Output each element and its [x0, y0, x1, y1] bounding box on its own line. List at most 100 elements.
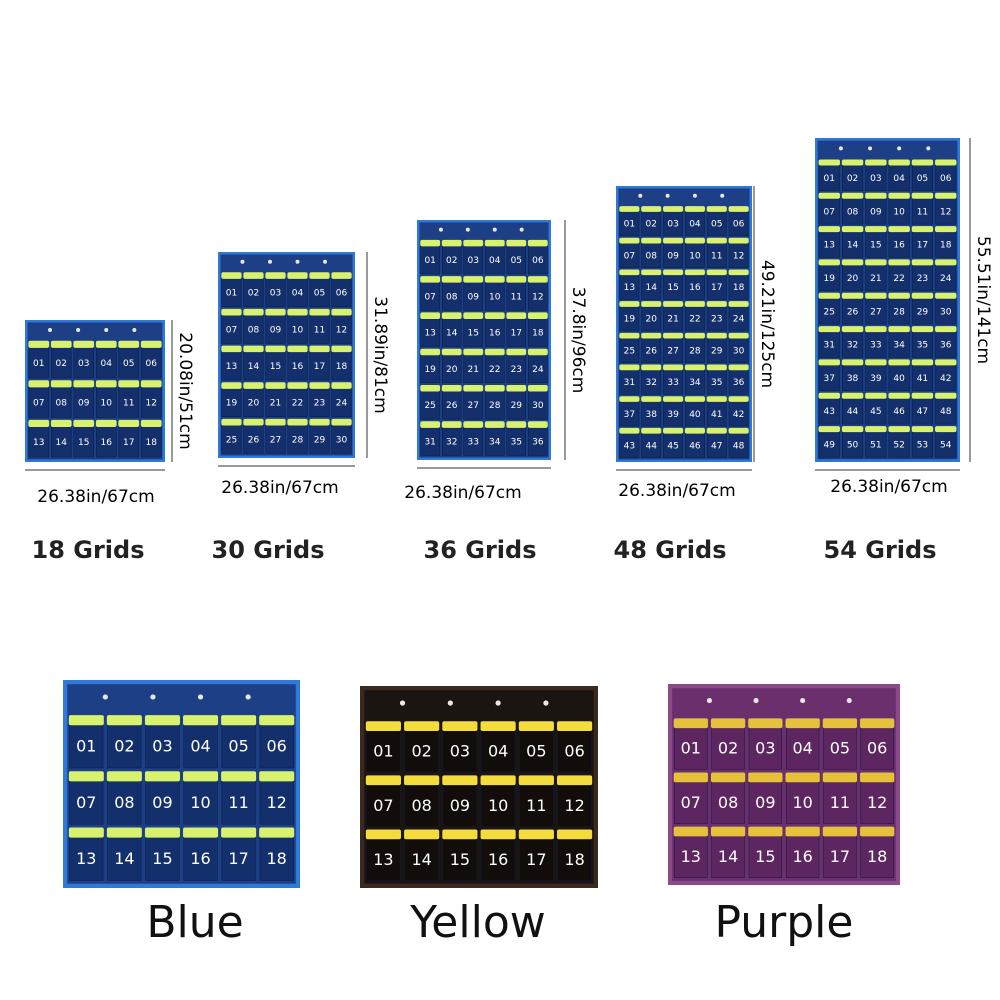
pocket-trim — [888, 259, 910, 266]
pocket-trim — [684, 396, 705, 402]
pocket-trim — [365, 829, 401, 840]
pocket-trim — [106, 827, 142, 838]
grommet — [102, 694, 108, 700]
pocket — [107, 834, 142, 881]
pocket-trim — [865, 192, 887, 199]
pocket-number: 03 — [450, 742, 470, 761]
pocket-trim — [118, 340, 140, 348]
grommet — [197, 694, 204, 700]
pocket-trim — [865, 292, 887, 299]
pocket-number: 15 — [870, 241, 881, 251]
pocket-trim — [728, 269, 749, 276]
pocket-trim — [420, 276, 441, 283]
pocket-number: 48 — [940, 407, 952, 417]
pocket-trim — [441, 312, 462, 319]
pocket-number: 10 — [101, 398, 113, 408]
pocket-number: 28 — [893, 307, 905, 317]
pocket-number: 18 — [733, 283, 745, 293]
pocket-trim — [785, 826, 820, 837]
pocket-trim — [221, 418, 242, 426]
pocket-number: 04 — [190, 737, 210, 756]
pocket-trim — [785, 772, 820, 783]
pocket-trim — [287, 308, 308, 316]
pocket-number: 04 — [689, 220, 701, 230]
pocket — [557, 727, 592, 773]
pocket-trim — [663, 301, 684, 307]
pocket-trim — [673, 826, 708, 837]
pocket — [860, 832, 894, 878]
pocket — [259, 777, 294, 825]
pocket-number: 07 — [424, 292, 435, 302]
pocket-number: 11 — [228, 793, 248, 812]
pocket-number: 16 — [689, 283, 701, 293]
pocket-trim — [287, 345, 308, 353]
pocket-trim — [822, 772, 858, 783]
pocket-trim — [822, 826, 858, 837]
pocket — [860, 778, 894, 824]
pocket-number: 18 — [867, 847, 887, 866]
pocket-number: 38 — [847, 374, 859, 384]
pocket-trim — [911, 326, 934, 333]
pocket-trim — [818, 326, 840, 333]
pocket-trim — [404, 775, 440, 786]
pocket-trim — [888, 326, 910, 333]
pocket-trim — [144, 715, 180, 726]
pocket — [823, 724, 857, 770]
pocket-number: 25 — [624, 346, 635, 356]
pocket-trim — [420, 239, 441, 247]
pocket-trim — [663, 427, 684, 434]
pocket — [145, 777, 180, 825]
pocket-trim — [527, 239, 548, 247]
pocket-trim — [95, 380, 117, 388]
pocket-trim — [420, 312, 441, 319]
panel-body — [27, 322, 163, 460]
pocket-number: 09 — [468, 292, 480, 302]
pocket-trim — [841, 326, 864, 333]
grommet — [295, 259, 300, 264]
pocket-number: 23 — [511, 365, 522, 375]
pocket-trim — [404, 721, 440, 731]
pocket-trim — [641, 237, 662, 244]
pocket-number: 47 — [917, 407, 928, 417]
pocket-number: 52 — [893, 441, 904, 451]
pocket-number: 13 — [373, 850, 393, 869]
pocket-number: 18 — [267, 849, 287, 868]
pocket-number: 12 — [146, 398, 157, 408]
pocket-trim — [728, 332, 749, 339]
width-label: 26.38in/67cm — [618, 481, 735, 501]
pocket-number: 31 — [424, 437, 435, 447]
pocket-number: 11 — [123, 398, 134, 408]
pocket-trim — [663, 269, 684, 276]
pocket-trim — [865, 359, 887, 366]
grommet — [399, 700, 406, 706]
pocket-number: 21 — [468, 365, 479, 375]
pocket-trim — [706, 206, 727, 212]
pocket-trim — [506, 385, 527, 392]
pocket-trim — [663, 364, 684, 371]
pocket-trim — [619, 269, 640, 276]
pocket-number: 24 — [733, 315, 745, 325]
pocket-number: 02 — [847, 174, 858, 184]
pocket-trim — [935, 259, 957, 266]
pocket-trim — [441, 348, 462, 356]
pocket-number: 09 — [870, 207, 882, 217]
pocket-chart: 01 02 03 04 05 06 07 08 09 10 11 12 13 14 15 16 17 18 — [25, 320, 165, 462]
pocket-number: 11 — [830, 793, 850, 812]
pocket-number: 19 — [226, 399, 238, 409]
pocket — [748, 778, 783, 824]
pocket-trim — [420, 348, 441, 356]
pocket-number: 42 — [940, 374, 951, 384]
pocket-trim — [748, 772, 783, 783]
pocket-trim — [331, 345, 352, 353]
pocket-trim — [287, 272, 308, 279]
pocket-trim — [309, 345, 330, 353]
pocket — [785, 724, 820, 770]
grommet — [720, 193, 725, 198]
grommet — [132, 328, 137, 333]
grids-label: 48 Grids — [614, 536, 727, 564]
pocket-number: 02 — [411, 742, 431, 761]
grommet — [465, 227, 470, 232]
pocket-trim — [860, 718, 895, 729]
pocket-number: 02 — [718, 739, 738, 758]
